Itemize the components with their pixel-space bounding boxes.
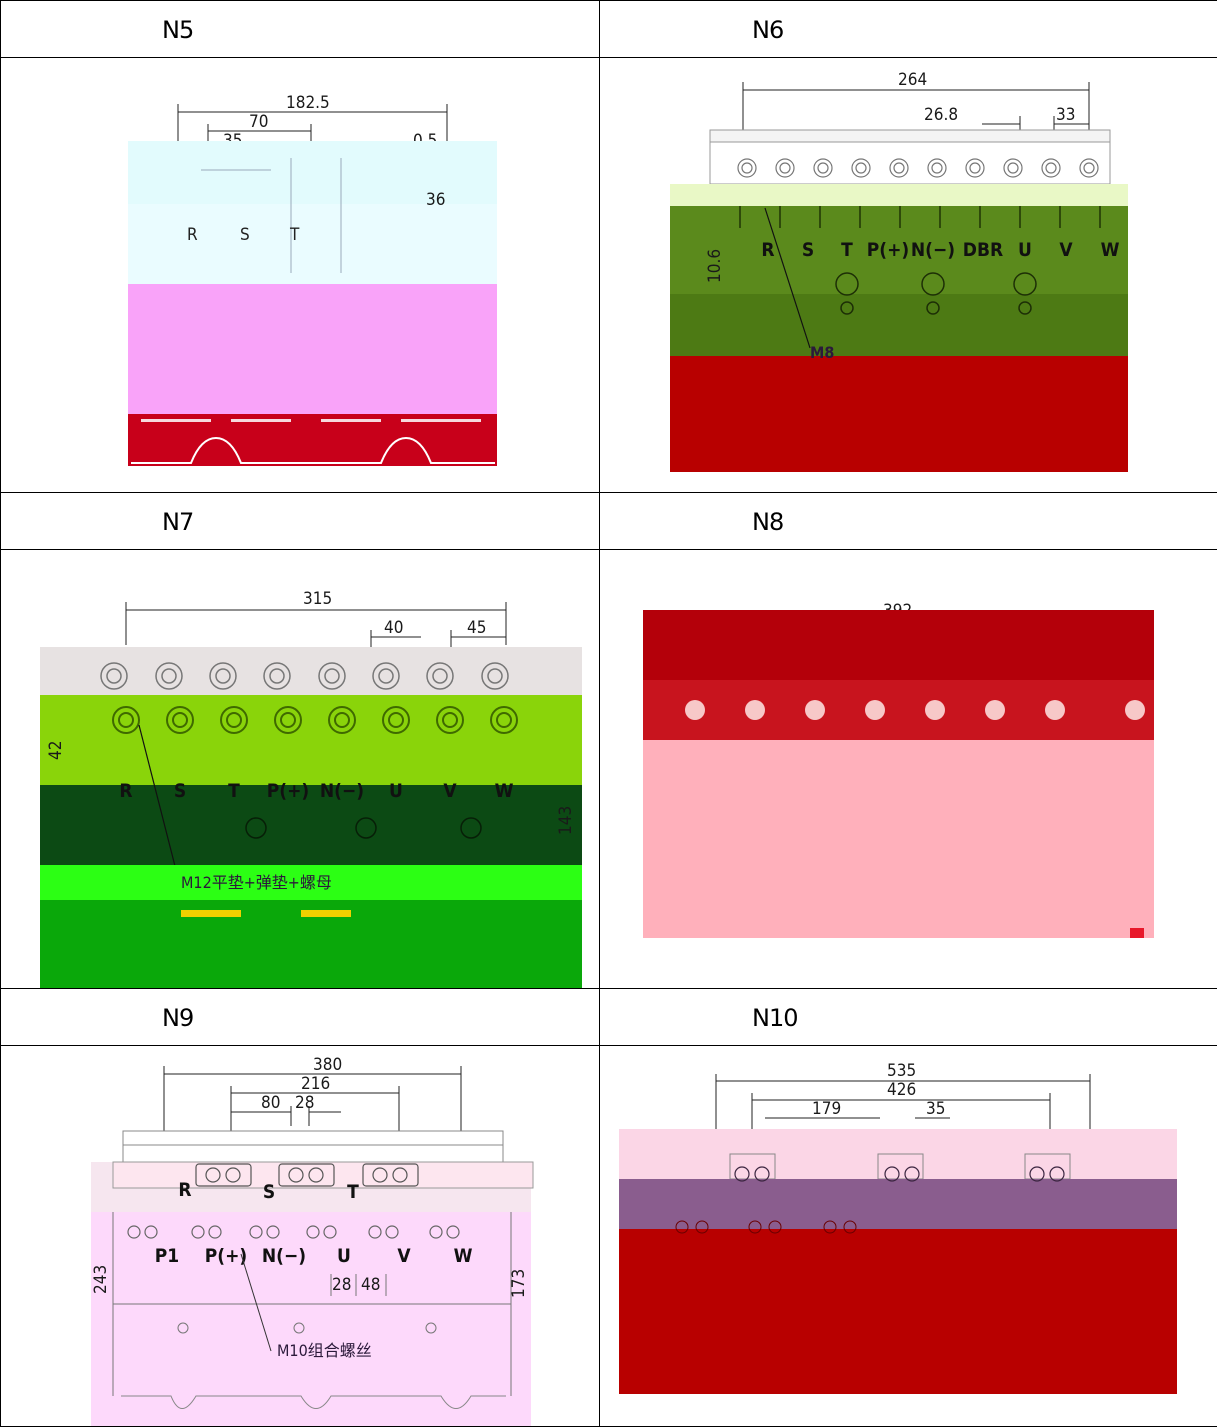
n9-terminal-s: S [263, 1181, 275, 1203]
n5-terminal-r: R [187, 225, 198, 245]
n7-dim-overall: 315 [303, 589, 332, 609]
n5-dim-70: 70 [249, 112, 268, 132]
n7-dim-height: 42 [46, 741, 66, 760]
n7-terminal-n: N(−) [320, 780, 364, 802]
n7-dim-side: 143 [556, 806, 576, 835]
n9-dim-48: 48 [361, 1275, 380, 1295]
n6-terminal-s: S [802, 239, 814, 261]
n7-dim-group: 45 [467, 618, 486, 638]
n9-dim-80: 80 [261, 1093, 280, 1113]
n9-dim-side: 173 [509, 1269, 529, 1298]
n7-terminal-u: U [389, 780, 403, 802]
n9-dim-28b: 28 [332, 1275, 351, 1295]
n9-terminal-t: T [347, 1181, 359, 1203]
n10-terminal-drawing: 535 426 179 35 [600, 1046, 1217, 1426]
model-label-n9: N9 [1, 989, 599, 1032]
header-cell-n9: N9 [1, 989, 600, 1046]
n9-terminal-p: P(+) [205, 1245, 247, 1267]
model-label-n10: N10 [600, 989, 1217, 1032]
model-label-n5: N5 [1, 1, 599, 44]
drawing-cell-n8: 392 [600, 550, 1217, 989]
drawing-cell-n5: 182.5 70 35 0.5 [1, 58, 600, 493]
n9-terminal-drawing: 380 216 80 28 [1, 1046, 599, 1426]
n5-terminal-drawing: 182.5 70 35 0.5 [1, 58, 599, 492]
n9-terminal-w: W [454, 1245, 473, 1267]
n7-screw-note: M12平垫+弹垫+螺母 [181, 873, 332, 892]
n9-dim-28a: 28 [295, 1093, 314, 1113]
n6-terminal-p: P(+) [867, 239, 909, 261]
n9-dim-overall: 380 [313, 1055, 342, 1075]
n7-terminal-s: S [174, 780, 186, 802]
n5-dim-36: 36 [426, 190, 445, 210]
header-cell-n7: N7 [1, 493, 600, 550]
n5-terminal-s: S [240, 225, 250, 245]
n6-base [670, 356, 1128, 472]
n9-dim-height: 243 [91, 1265, 111, 1294]
n6-terminal-n: N(−) [911, 239, 955, 261]
n8-top-band [643, 610, 1154, 680]
model-label-n8: N8 [600, 493, 1217, 536]
n10-dim-overall: 535 [887, 1061, 916, 1081]
n7-terminal-r: R [119, 780, 132, 802]
n6-screw-note: M8 [810, 343, 834, 362]
model-label-n6: N6 [600, 1, 1217, 44]
n8-body [643, 740, 1154, 938]
n9-dim-216: 216 [301, 1074, 330, 1094]
n9-terminal-u: U [337, 1245, 351, 1267]
n7-terminal-w: W [495, 780, 514, 802]
n6-dim-height: 10.6 [705, 249, 725, 283]
header-cell-n5: N5 [1, 1, 600, 58]
n6-dim-pitch: 26.8 [924, 105, 958, 125]
n5-mid-band [128, 204, 497, 284]
n6-terminal-t: T [841, 239, 853, 261]
n10-dim-179: 179 [812, 1099, 841, 1119]
n9-screw-note: M10组合螺丝 [277, 1341, 372, 1360]
drawing-cell-n6: 264 26.8 33 [600, 58, 1217, 493]
n9-terminal-v: V [397, 1245, 411, 1267]
n6-dim-overall: 264 [898, 70, 927, 90]
n6-terminal-v: V [1059, 239, 1073, 261]
n6-dim-group: 33 [1056, 105, 1075, 125]
n6-terminal-dbr: DBR [963, 239, 1003, 261]
n6-terminal-w: W [1101, 239, 1120, 261]
n8-terminal-row [643, 680, 1154, 740]
n10-dim-426: 426 [887, 1080, 916, 1100]
n8-terminal-drawing: 392 [600, 550, 1217, 988]
n5-body [128, 284, 497, 414]
n6-terminal-u: U [1018, 239, 1032, 261]
n9-terminal-r: R [178, 1179, 191, 1201]
n10-dim-35: 35 [926, 1099, 945, 1119]
drawing-cell-n9: 380 216 80 28 [1, 1046, 600, 1427]
n10-body [619, 1229, 1177, 1394]
n7-terminal-t: T [228, 780, 240, 802]
n7-dim-pitch: 40 [384, 618, 403, 638]
n5-dim-overall: 182.5 [286, 93, 330, 113]
drawing-cell-n10: 535 426 179 35 [600, 1046, 1217, 1427]
n5-terminal-t: T [289, 225, 300, 245]
model-label-n7: N7 [1, 493, 599, 536]
header-cell-n8: N8 [600, 493, 1217, 550]
header-cell-n10: N10 [600, 989, 1217, 1046]
drawing-cell-n7: 315 40 45 [1, 550, 600, 989]
n7-terminal-drawing: 315 40 45 [1, 550, 599, 988]
n9-terminal-p1: P1 [155, 1245, 179, 1267]
n7-terminal-v: V [443, 780, 457, 802]
n9-terminal-n: N(−) [262, 1245, 306, 1267]
n6-terminal-r: R [761, 239, 774, 261]
n7-terminal-p: P(+) [267, 780, 309, 802]
n6-terminal-drawing: 264 26.8 33 [600, 58, 1217, 492]
header-cell-n6: N6 [600, 1, 1217, 58]
